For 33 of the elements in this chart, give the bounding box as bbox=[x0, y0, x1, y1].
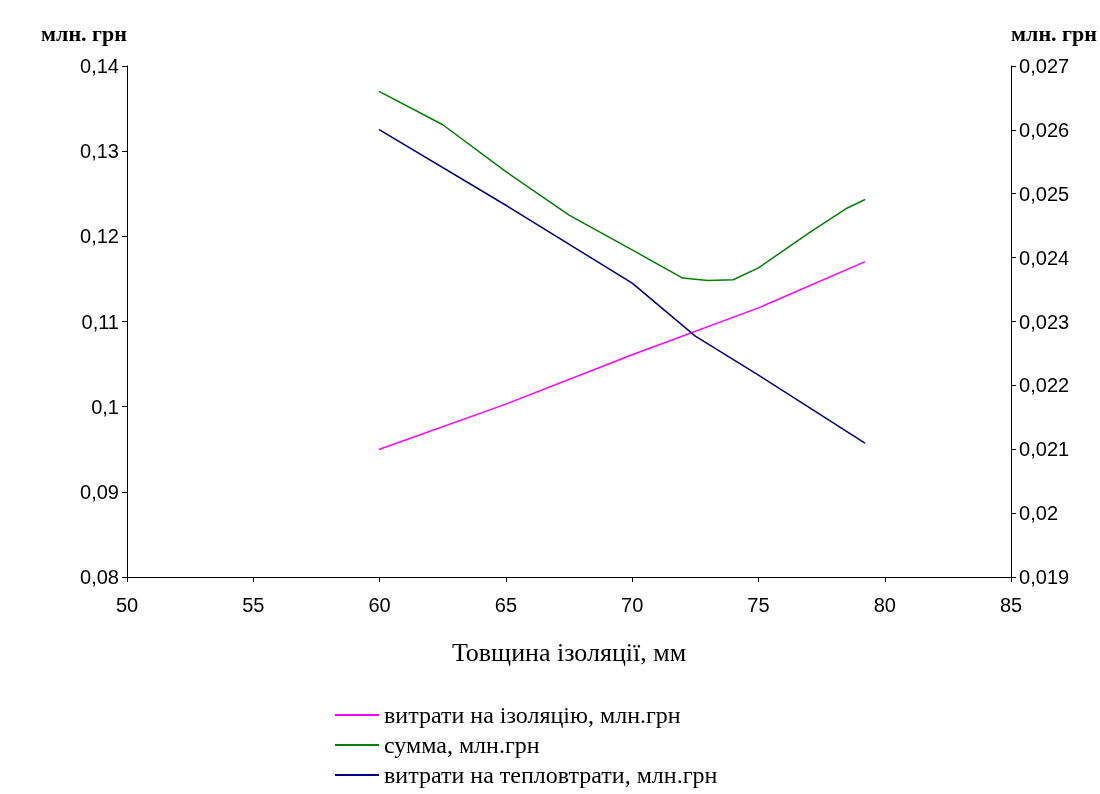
line-series bbox=[378, 129, 866, 444]
y-tick-label: 0,09 bbox=[80, 480, 119, 503]
y2-tick-label: 0,025 bbox=[1019, 182, 1070, 205]
y2-tick-label: 0,022 bbox=[1019, 374, 1070, 397]
x-tick-label: 60 bbox=[368, 594, 391, 616]
y2-axis-title: млн. грн bbox=[1011, 20, 1098, 46]
x-tick-label: 70 bbox=[621, 594, 644, 616]
y-tick-label: 0,11 bbox=[81, 310, 119, 333]
x-axis-title: Товщина ізоляції, мм bbox=[451, 637, 687, 667]
y-tick-label: 0,1 bbox=[91, 395, 119, 418]
x-tick-label: 75 bbox=[747, 594, 770, 616]
x-tick-label: 80 bbox=[873, 594, 896, 616]
y2-tick-label: 0,021 bbox=[1019, 438, 1070, 461]
y-axis-title: млн. грн bbox=[41, 20, 128, 46]
x-tick-label: 65 bbox=[494, 594, 518, 616]
legend-label: витрати на тепловтрати, млн.грн bbox=[384, 762, 718, 788]
line-series bbox=[378, 261, 866, 450]
y-tick-label: 0,08 bbox=[80, 566, 119, 588]
y-tick-label: 0,13 bbox=[80, 140, 119, 163]
x-tick-label: 55 bbox=[242, 594, 265, 616]
x-tick-label: 85 bbox=[999, 594, 1023, 616]
line-series bbox=[378, 90, 866, 282]
y2-tick-label: 0,027 bbox=[1019, 55, 1070, 77]
x-tick-label: 50 bbox=[115, 594, 139, 616]
y2-tick-label: 0,019 bbox=[1019, 566, 1070, 588]
y-tick-label: 0,14 bbox=[80, 55, 119, 77]
legend-label: сумма, млн.грн bbox=[384, 732, 540, 758]
y-tick-label: 0,12 bbox=[80, 225, 119, 248]
y2-tick-label: 0,024 bbox=[1019, 246, 1070, 269]
y2-tick-label: 0,026 bbox=[1019, 118, 1070, 141]
y2-tick-label: 0,023 bbox=[1019, 310, 1070, 333]
y2-tick-label: 0,02 bbox=[1019, 502, 1059, 525]
legend-label: витрати на ізоляцію, млн.грн bbox=[384, 702, 681, 728]
